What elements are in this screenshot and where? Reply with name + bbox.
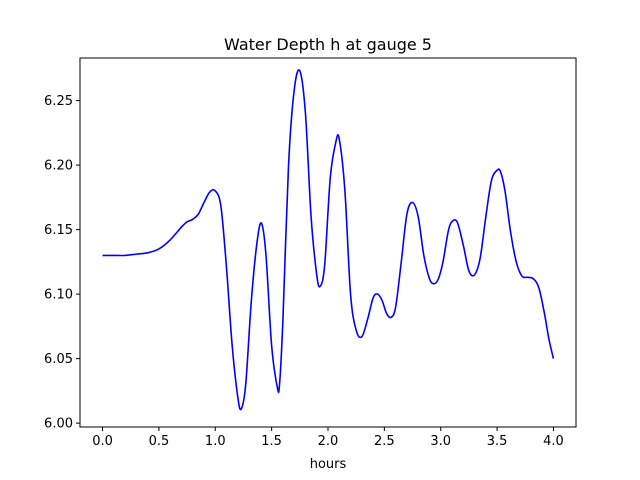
x-tick-label: 1.5 (261, 434, 282, 449)
chart-title: Water Depth h at gauge 5 (224, 35, 432, 54)
y-tick-label: 6.20 (44, 159, 73, 174)
x-tick-label: 2.0 (318, 434, 339, 449)
series-line (102, 69, 555, 411)
plot-area (79, 57, 577, 428)
x-tick-label: 2.5 (374, 434, 395, 449)
x-tick-label: 3.5 (487, 434, 508, 449)
series-layer (102, 69, 555, 411)
x-axis-label: hours (310, 457, 347, 472)
y-tick-label: 6.00 (44, 417, 73, 432)
y-axis: 6.00 6.05 6.10 6.15 6.20 6.25 (44, 94, 80, 432)
x-tick-label: 3.0 (430, 434, 451, 449)
y-tick-label: 6.15 (44, 223, 73, 238)
x-tick-label: 0.0 (92, 434, 113, 449)
y-tick-label: 6.05 (44, 352, 73, 367)
x-axis: 0.0 0.5 1.0 1.5 2.0 2.5 3.0 3.5 4.0 (92, 427, 564, 449)
y-tick-label: 6.25 (44, 94, 73, 109)
x-tick-label: 4.0 (543, 434, 564, 449)
x-tick-label: 1.0 (205, 434, 226, 449)
y-tick-label: 6.10 (44, 288, 73, 303)
x-tick-label: 0.5 (149, 434, 170, 449)
